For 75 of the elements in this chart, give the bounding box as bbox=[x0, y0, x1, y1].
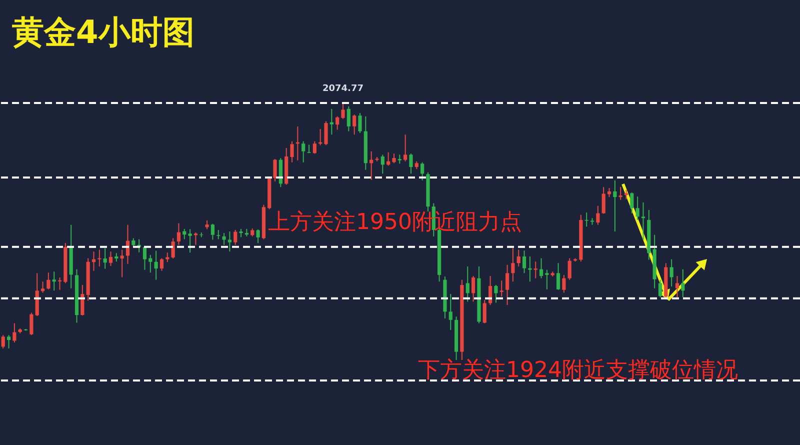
candlestick bbox=[182, 228, 186, 240]
candlestick bbox=[352, 114, 356, 136]
candlestick bbox=[511, 248, 515, 282]
candlestick bbox=[392, 153, 396, 164]
candlestick bbox=[273, 158, 277, 182]
candlestick bbox=[30, 312, 34, 336]
candlestick bbox=[103, 248, 107, 270]
candlestick bbox=[545, 269, 549, 290]
annotation: 2074.77 bbox=[322, 84, 364, 94]
candlestick bbox=[505, 264, 510, 306]
candlestick bbox=[188, 228, 192, 254]
candlestick bbox=[670, 258, 674, 287]
candlestick bbox=[120, 249, 124, 278]
candlestick bbox=[166, 252, 170, 263]
candlestick bbox=[556, 262, 560, 290]
candlestick bbox=[52, 271, 56, 292]
candlestick bbox=[160, 258, 164, 272]
candlestick bbox=[448, 293, 452, 330]
candlestick bbox=[522, 250, 526, 274]
candlestick bbox=[6, 334, 11, 349]
candlestick bbox=[636, 196, 640, 220]
candlestick bbox=[358, 112, 362, 134]
candlestick bbox=[234, 229, 238, 246]
candlestick bbox=[404, 134, 408, 162]
candlestick bbox=[466, 266, 470, 302]
candlestick bbox=[324, 120, 328, 146]
candlestick bbox=[528, 256, 532, 282]
candlestick bbox=[658, 279, 662, 298]
candlestick bbox=[312, 140, 316, 154]
candlestick bbox=[341, 102, 345, 120]
candlestick bbox=[602, 186, 606, 214]
candlestick bbox=[210, 223, 215, 240]
candlestick bbox=[596, 205, 600, 226]
candlestick bbox=[675, 275, 680, 299]
candlestick bbox=[409, 153, 413, 174]
candlestick bbox=[534, 261, 538, 279]
candlestick bbox=[380, 154, 384, 174]
candlestick bbox=[222, 232, 226, 246]
candlestick bbox=[471, 275, 476, 302]
candlestick bbox=[568, 258, 572, 280]
candlestick bbox=[562, 274, 566, 294]
candlestick bbox=[194, 232, 198, 246]
candlestick bbox=[482, 299, 486, 324]
candlestick bbox=[256, 228, 260, 244]
candlestick bbox=[98, 249, 102, 267]
chart-title: 黄金4小时图 bbox=[12, 13, 194, 51]
candlestick bbox=[618, 186, 622, 200]
candlestick bbox=[40, 281, 45, 294]
candlestick bbox=[641, 202, 646, 240]
candlestick bbox=[108, 251, 113, 266]
candlestick bbox=[681, 268, 685, 298]
candlestick bbox=[346, 106, 350, 132]
candlestick bbox=[171, 238, 175, 259]
candlestick bbox=[12, 322, 16, 344]
candlestick bbox=[613, 180, 617, 232]
candlestick bbox=[154, 250, 158, 280]
candlestick bbox=[302, 140, 306, 163]
candlestick bbox=[420, 162, 424, 181]
candlestick bbox=[330, 108, 334, 136]
candlestick bbox=[58, 277, 62, 290]
candlestick bbox=[336, 116, 340, 130]
candlestick bbox=[290, 140, 294, 163]
candlestick bbox=[216, 229, 220, 240]
candlestick bbox=[539, 258, 544, 279]
candlestick bbox=[630, 192, 634, 214]
annotation: 下方关注1924附近支撑破位情况 bbox=[418, 358, 738, 383]
candlestick bbox=[494, 284, 498, 304]
candlestick bbox=[148, 254, 152, 274]
candlestick bbox=[228, 231, 232, 252]
candlestick bbox=[176, 222, 181, 246]
candlestick bbox=[500, 280, 504, 298]
candlestick bbox=[516, 249, 520, 267]
candlestick bbox=[46, 272, 50, 290]
candlestick bbox=[624, 189, 628, 200]
candlestick bbox=[1, 334, 5, 349]
